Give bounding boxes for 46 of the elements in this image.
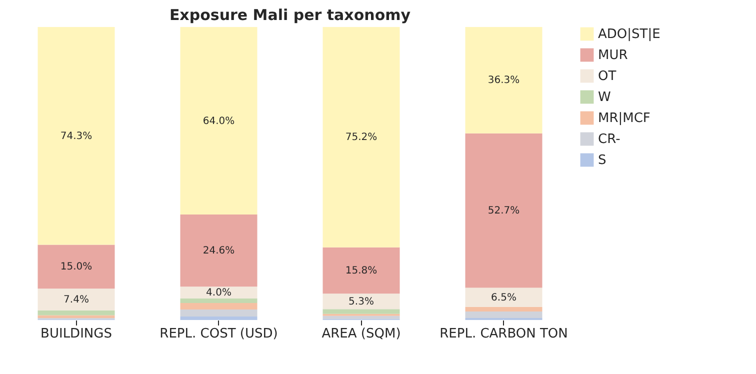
legend-label: S: [598, 153, 606, 168]
data-label: 15.0%: [60, 262, 92, 273]
legend-label: OT: [598, 69, 616, 84]
x-tick-label: AREA (SQM): [322, 326, 401, 342]
data-label: 64.0%: [202, 116, 235, 127]
bar: [180, 309, 258, 316]
bar: [322, 27, 400, 248]
bar: [38, 310, 115, 316]
bar: [180, 286, 258, 298]
data-label: 5.3%: [348, 296, 374, 308]
bar: [465, 306, 542, 312]
legend-label: CR-: [598, 132, 621, 147]
bar: [180, 214, 258, 287]
data-label: 24.6%: [202, 246, 235, 257]
bar: [180, 316, 258, 320]
data-label: 36.3%: [488, 75, 520, 86]
bar: [38, 315, 115, 318]
legend-label: MUR: [598, 48, 628, 63]
legend-label: ADO|ST|E: [598, 27, 660, 42]
bar: [180, 298, 258, 304]
bar: [322, 316, 400, 320]
data-label: 15.8%: [345, 265, 378, 276]
data-label: 6.5%: [491, 292, 516, 304]
bar: [38, 288, 115, 310]
bar: [180, 303, 258, 310]
bar: [322, 294, 400, 310]
x-tick-label: REPL. COST (USD): [160, 326, 278, 342]
x-tick-label: BUILDINGS: [40, 326, 112, 342]
bar: [38, 244, 115, 289]
bar: [465, 312, 542, 318]
bar: [322, 247, 400, 294]
bar: [322, 309, 400, 314]
legend-label: MR|MCF: [598, 111, 650, 126]
data-label: 52.7%: [488, 206, 520, 217]
bar: [180, 27, 258, 215]
data-label: 7.4%: [64, 294, 89, 306]
data-label: 74.3%: [60, 130, 92, 142]
data-label: 4.0%: [206, 287, 232, 298]
bar: [465, 27, 542, 134]
data-label: 75.2%: [345, 132, 378, 144]
bar: [465, 133, 542, 288]
bar: [465, 288, 542, 307]
chart-title: Exposure Mali per taxonomy: [169, 6, 411, 24]
legend-label: W: [598, 90, 611, 105]
x-tick-label: REPL. CARBON TON: [440, 326, 568, 342]
bar: [38, 27, 115, 245]
